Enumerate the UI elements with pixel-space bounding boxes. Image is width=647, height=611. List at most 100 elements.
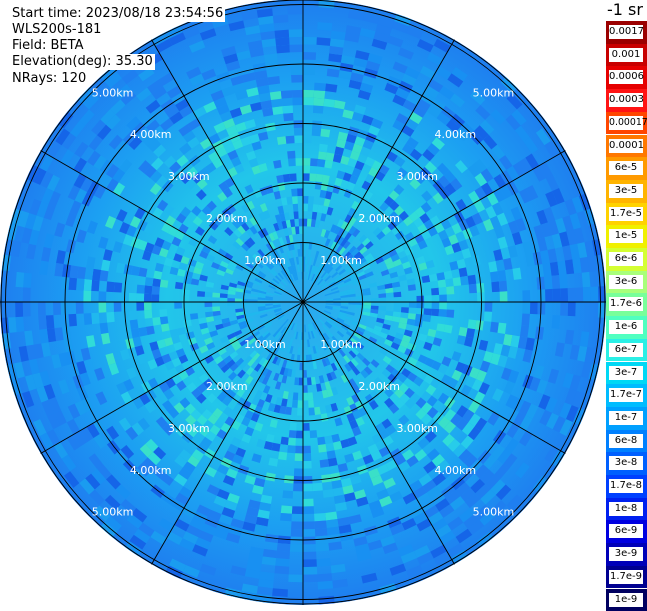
radar-bin [568, 302, 576, 316]
radar-bin [220, 293, 228, 298]
radar-bin [303, 370, 307, 378]
radar-bin [293, 211, 298, 219]
radar-bin [538, 302, 546, 315]
colorbar-cell: 6e-6 [606, 248, 647, 271]
radar-bin [76, 278, 84, 290]
radar-bin [439, 294, 447, 302]
radar-bin [327, 526, 340, 535]
radar-bin [303, 567, 317, 575]
radar-bin [468, 319, 477, 329]
radar-bin [320, 129, 330, 138]
radar-bin [328, 458, 338, 467]
radar-bin [308, 196, 314, 204]
radar-bin [415, 314, 423, 321]
radar-bin [538, 289, 546, 302]
radar-bin [159, 309, 167, 317]
radar-bin [386, 292, 394, 297]
radar-bin [275, 37, 289, 46]
colorbar-tick-label: 1.7e-5 [609, 207, 643, 221]
radar-bin [378, 306, 386, 311]
radar-bin [326, 519, 339, 528]
radar-bin [275, 558, 289, 567]
radar-bin [295, 446, 303, 454]
radar-bin [92, 269, 101, 281]
radar-bin [146, 326, 155, 335]
range-ring-label: 2.00km [358, 380, 400, 393]
radar-bin [114, 302, 122, 312]
radar-bin [292, 90, 303, 98]
radar-bin [530, 302, 538, 314]
range-ring-label: 5.00km [92, 506, 134, 519]
radar-bin [559, 274, 568, 288]
radar-bin [293, 392, 299, 400]
radar-bin [438, 279, 446, 287]
elevation-label: Elevation(deg): 35.30 [10, 54, 155, 70]
radar-bin [490, 271, 499, 282]
range-ring-label: 3.00km [396, 422, 438, 435]
radar-bin [289, 430, 297, 438]
radar-bin [303, 135, 312, 143]
radar-bin [299, 226, 303, 234]
radar-bin [313, 105, 324, 113]
colorbar-cell: 6e-5 [606, 157, 647, 180]
radar-bin [297, 400, 303, 408]
radar-bin [408, 313, 416, 320]
colorbar-tick-label: 0.0017 [609, 25, 643, 39]
range-ring-label: 4.00km [130, 464, 172, 477]
radar-bin [318, 581, 333, 590]
radar-bin [297, 188, 303, 196]
radar-bin [303, 90, 314, 98]
colorbar-cell: 0.0001 [606, 135, 647, 158]
radar-bin [299, 378, 303, 386]
radar-bin [409, 302, 417, 308]
radar-bin [293, 204, 299, 212]
radar-bin [303, 552, 316, 560]
radar-bin [325, 84, 337, 93]
radar-bin [291, 75, 303, 83]
radar-bin [288, 158, 296, 166]
colorbar-tick-label: 1e-8 [609, 502, 643, 516]
radar-bin [77, 266, 86, 279]
colorbar-tick-label: 6e-5 [609, 161, 643, 175]
radar-bin [575, 287, 583, 302]
radar-bin [408, 284, 416, 291]
radar-bin [303, 37, 317, 45]
radar-bin [282, 98, 293, 106]
radar-bin [431, 288, 439, 296]
range-ring-label: 3.00km [168, 170, 210, 183]
radar-bin [15, 302, 23, 317]
radar-bin [272, 106, 283, 115]
radar-bin [439, 309, 447, 317]
range-ring-label: 1.00km [244, 338, 286, 351]
radar-bin [283, 113, 293, 121]
radar-bin [137, 285, 145, 294]
radar-bin [500, 291, 508, 302]
radar-bin [303, 52, 316, 60]
colorbar-cell: 0.001 [606, 44, 647, 67]
radar-bin [281, 505, 292, 513]
radar-bin [279, 444, 288, 453]
radar-bin [84, 313, 92, 325]
radar-bin [145, 277, 154, 286]
radar-bin [152, 278, 161, 287]
radar-bin [106, 312, 114, 323]
radar-bin [280, 513, 292, 521]
radar-bin [129, 311, 137, 320]
radar-bin [309, 173, 316, 181]
radar-bin [313, 483, 323, 491]
radar-bin [291, 529, 303, 537]
radar-bin [520, 325, 529, 338]
radar-bin [98, 291, 106, 302]
colorbar-tick-label: 6e-8 [609, 434, 643, 448]
radar-bin [393, 307, 401, 313]
radar-bin [291, 67, 303, 75]
radar-bin [303, 559, 317, 567]
radar-bin [522, 302, 530, 314]
radar-bin [287, 0, 303, 7]
radar-bin [190, 313, 198, 320]
colorbar-cell: 3e-7 [606, 362, 647, 385]
radar-bin [296, 431, 303, 439]
radar-bin [303, 67, 315, 75]
radar-bin [197, 291, 205, 297]
radar-bin [294, 128, 303, 136]
